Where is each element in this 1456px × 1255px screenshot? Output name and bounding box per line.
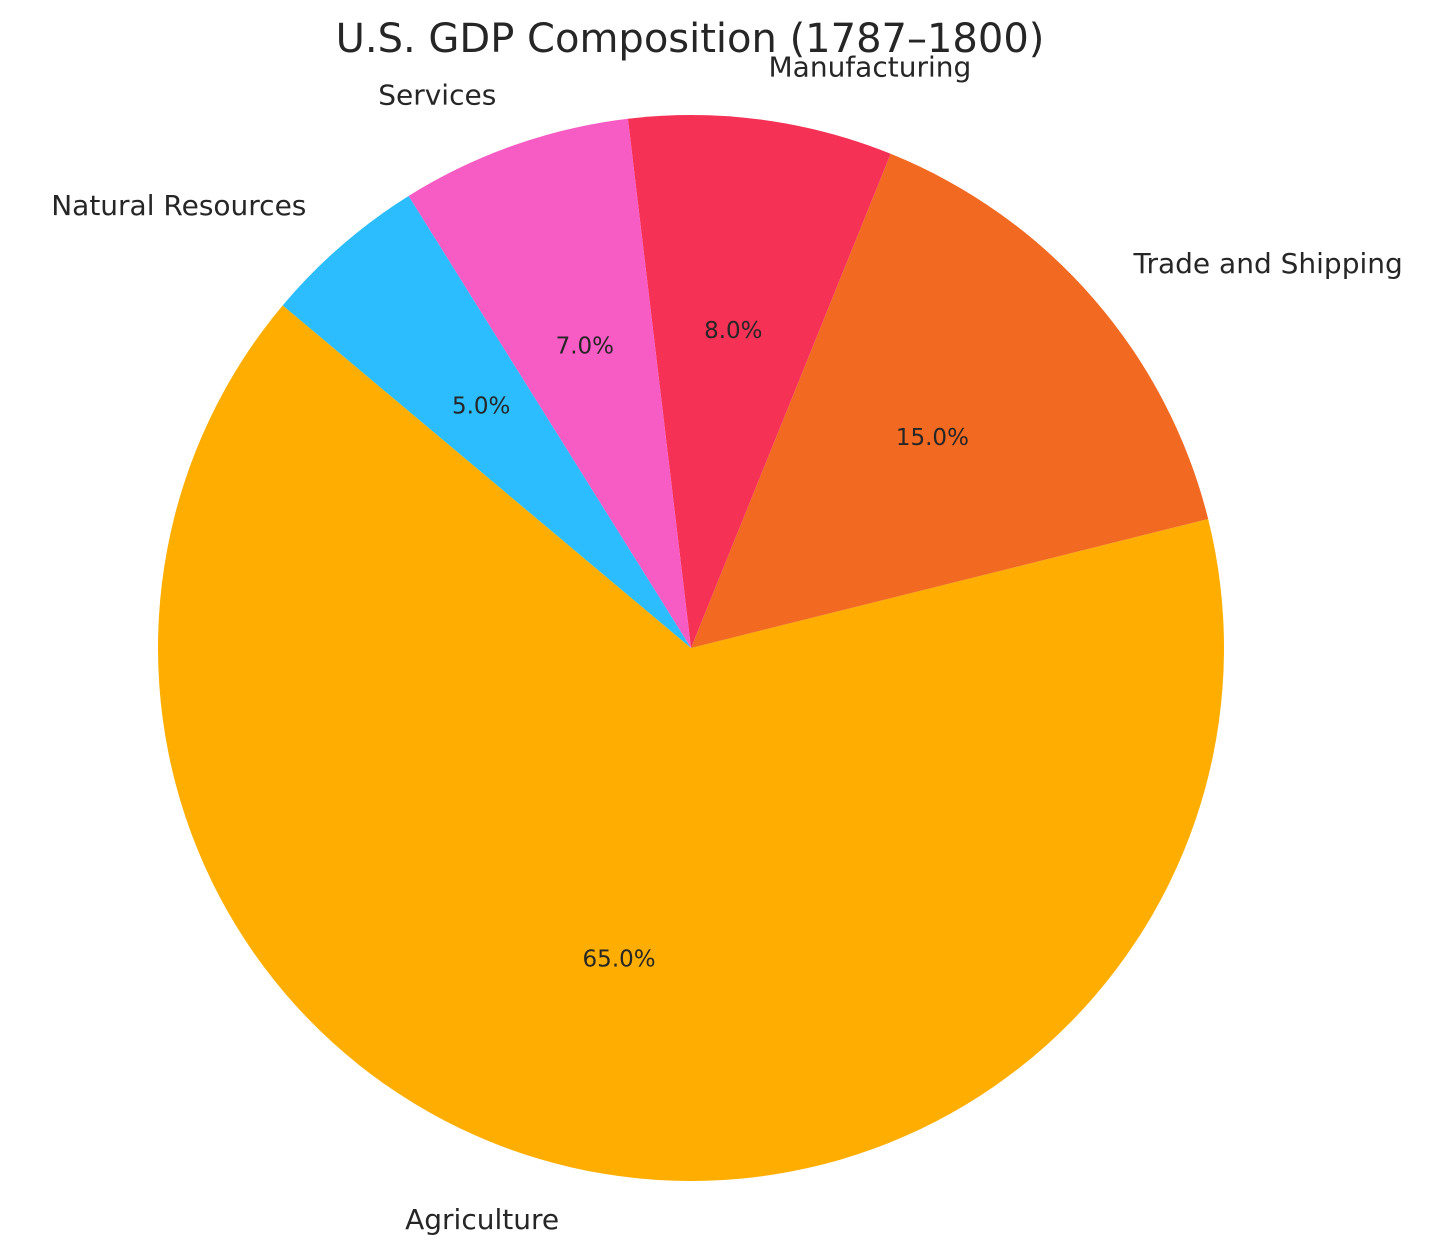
slice-label-manufacturing: Manufacturing xyxy=(769,50,972,83)
chart-title: U.S. GDP Composition (1787–1800) xyxy=(336,16,1045,62)
pie-slice-trade-and-shipping xyxy=(691,153,1209,648)
pct-label-agriculture: 65.0% xyxy=(583,947,656,973)
pct-label-manufacturing: 8.0% xyxy=(704,318,762,344)
slice-label-agriculture: Agriculture xyxy=(405,1203,559,1236)
pie-labels: Agriculture 65.0% Trade and Shipping 15.0% M… xyxy=(51,50,1403,1235)
slice-label-trade-and-shipping: Trade and Shipping xyxy=(1133,247,1403,280)
pct-label-natural-resources: 5.0% xyxy=(452,394,510,420)
pie-slice-services xyxy=(408,118,691,648)
pie-slice-manufacturing xyxy=(627,114,891,648)
pie-slice-agriculture xyxy=(158,305,1225,1181)
slice-label-services: Services xyxy=(378,79,496,112)
pie-slice-natural-resources xyxy=(282,195,691,649)
pie-slices xyxy=(158,114,1225,1181)
pct-label-trade-and-shipping: 15.0% xyxy=(896,425,969,451)
pct-label-services: 7.0% xyxy=(556,333,614,359)
slice-label-natural-resources: Natural Resources xyxy=(51,189,306,222)
